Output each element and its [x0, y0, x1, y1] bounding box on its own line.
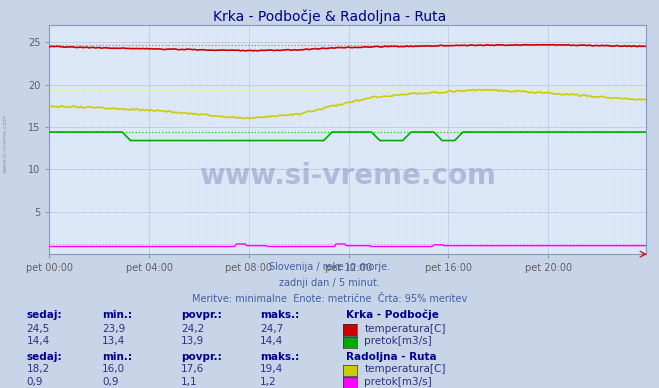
Text: temperatura[C]: temperatura[C] [364, 364, 446, 374]
Text: 13,4: 13,4 [102, 336, 125, 346]
Text: Krka - Podbočje: Krka - Podbočje [346, 310, 439, 320]
Text: 14,4: 14,4 [26, 336, 49, 346]
Text: 14,4: 14,4 [260, 336, 283, 346]
Text: 19,4: 19,4 [260, 364, 283, 374]
Text: 1,2: 1,2 [260, 377, 277, 387]
Text: pretok[m3/s]: pretok[m3/s] [364, 377, 432, 387]
Text: www.si-vreme.com: www.si-vreme.com [3, 114, 8, 173]
Text: povpr.:: povpr.: [181, 352, 222, 362]
Text: www.si-vreme.com: www.si-vreme.com [199, 162, 496, 190]
Text: Meritve: minimalne  Enote: metrične  Črta: 95% meritev: Meritve: minimalne Enote: metrične Črta:… [192, 294, 467, 305]
Text: sedaj:: sedaj: [26, 352, 62, 362]
Text: 23,9: 23,9 [102, 324, 125, 334]
Text: 24,5: 24,5 [26, 324, 49, 334]
Text: 16,0: 16,0 [102, 364, 125, 374]
Text: 24,7: 24,7 [260, 324, 283, 334]
Text: Radoljna - Ruta: Radoljna - Ruta [346, 352, 437, 362]
Text: zadnji dan / 5 minut.: zadnji dan / 5 minut. [279, 278, 380, 288]
Text: temperatura[C]: temperatura[C] [364, 324, 446, 334]
Text: povpr.:: povpr.: [181, 310, 222, 320]
Text: 0,9: 0,9 [26, 377, 43, 387]
Text: Slovenija / reke in morje.: Slovenija / reke in morje. [269, 262, 390, 272]
Text: sedaj:: sedaj: [26, 310, 62, 320]
Text: pretok[m3/s]: pretok[m3/s] [364, 336, 432, 346]
Text: 13,9: 13,9 [181, 336, 204, 346]
Text: 17,6: 17,6 [181, 364, 204, 374]
Text: 0,9: 0,9 [102, 377, 119, 387]
Text: maks.:: maks.: [260, 310, 300, 320]
Text: Krka - Podbočje & Radoljna - Ruta: Krka - Podbočje & Radoljna - Ruta [213, 10, 446, 24]
Text: 1,1: 1,1 [181, 377, 198, 387]
Text: 18,2: 18,2 [26, 364, 49, 374]
Text: min.:: min.: [102, 310, 132, 320]
Text: maks.:: maks.: [260, 352, 300, 362]
Text: 24,2: 24,2 [181, 324, 204, 334]
Text: min.:: min.: [102, 352, 132, 362]
